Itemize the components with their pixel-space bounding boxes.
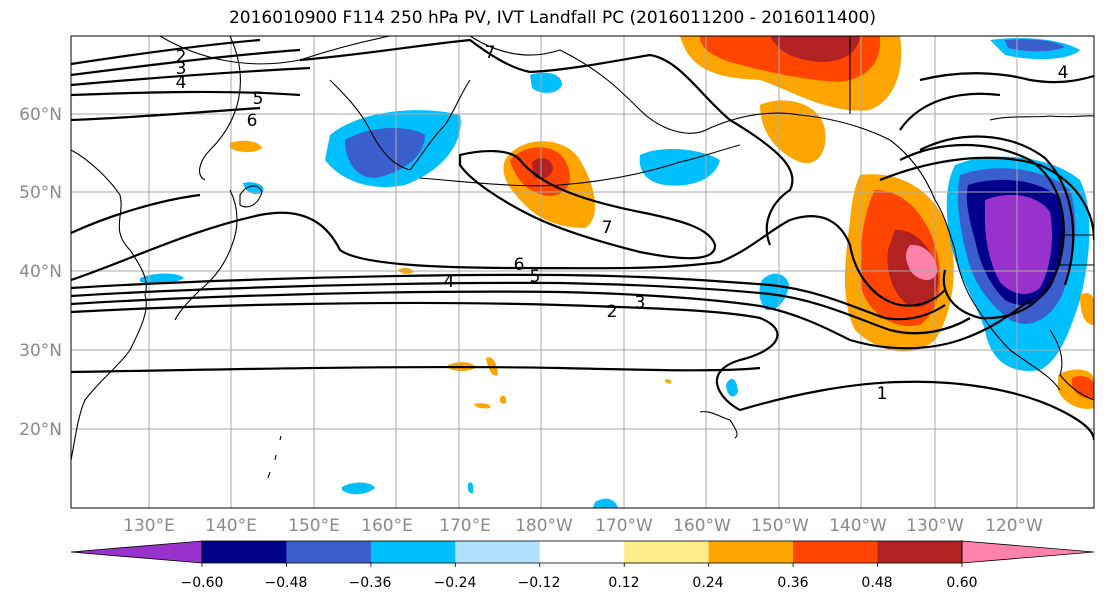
lon-label: 160°W xyxy=(673,516,731,536)
contour-label: 5 xyxy=(253,89,264,109)
colorbar-segment xyxy=(877,541,963,563)
shading-blob xyxy=(1005,39,1065,52)
colorbar xyxy=(70,540,1095,567)
shading-blob xyxy=(467,482,474,494)
colorbar-tick-label: 0.12 xyxy=(608,575,639,591)
contour-label: 4 xyxy=(1058,63,1069,83)
colorbar-segment xyxy=(370,541,456,563)
shading-blob xyxy=(665,379,672,384)
contour-label: 2 xyxy=(176,47,187,67)
lon-label: 160°E xyxy=(361,516,413,536)
shading-blob xyxy=(770,36,860,62)
contour-label: 7 xyxy=(602,218,613,238)
contour-label: 5 xyxy=(530,267,541,287)
contour-label: 3 xyxy=(176,59,187,79)
lon-label: 130°W xyxy=(906,516,964,536)
gridlines xyxy=(71,36,1094,508)
colorbar-tick-label: 0.48 xyxy=(861,575,892,591)
contour-label: 1 xyxy=(877,384,888,404)
colorbar-segment xyxy=(539,541,625,563)
latitude-labels: 60°N 50°N 40°N 30°N 20°N xyxy=(19,105,62,440)
lon-label: 170°W xyxy=(595,516,653,536)
contour-label: 4 xyxy=(444,272,455,292)
shading-blob xyxy=(726,378,738,397)
coastlines xyxy=(71,36,1094,479)
shading-blob xyxy=(342,482,375,495)
colorbar-segment xyxy=(455,541,541,563)
plot-frame xyxy=(70,35,1095,509)
colorbar-tick-label: −0.12 xyxy=(518,575,561,591)
colorbar-outline xyxy=(201,540,963,564)
lon-label: 150°E xyxy=(288,516,340,536)
shading-blob xyxy=(639,148,720,186)
colorbar-segment xyxy=(202,541,287,563)
lon-label: 180°W xyxy=(515,516,573,536)
lon-label: 140°W xyxy=(829,516,887,536)
contour-label: 4 xyxy=(176,73,187,93)
colorbar-extension-high xyxy=(961,540,1095,564)
colorbar-tick-label: −0.36 xyxy=(349,575,392,591)
lat-label: 50°N xyxy=(19,183,62,203)
colorbar-tick-label: 0.24 xyxy=(692,575,723,591)
lat-label: 20°N xyxy=(19,420,62,440)
shading-blob xyxy=(474,403,491,409)
shading-blob xyxy=(243,182,264,194)
colorbar-tick-label: 0.36 xyxy=(777,575,808,591)
contour-label: 6 xyxy=(514,255,525,275)
shading-blob xyxy=(532,158,553,179)
shading-blob xyxy=(499,395,507,404)
lat-label: 40°N xyxy=(19,262,62,282)
lon-label: 120°W xyxy=(985,516,1043,536)
shading-blob xyxy=(593,498,618,508)
pv-contours xyxy=(71,38,1094,441)
colorbar-tick-label: −0.24 xyxy=(434,575,477,591)
shading-blob xyxy=(1080,293,1094,325)
colorbar-tick-label: 0.60 xyxy=(946,575,977,591)
shading-blob xyxy=(985,194,1052,294)
contour-label: 7 xyxy=(485,43,496,63)
colorbar-segment xyxy=(793,541,879,563)
colorbar-segment xyxy=(708,541,794,563)
lat-label: 60°N xyxy=(19,105,62,125)
shading-blob xyxy=(140,273,184,284)
lon-label: 130°E xyxy=(123,516,175,536)
contour-label-group: 2 3 4 5 6 7 6 5 4 3 2 7 1 4 xyxy=(176,43,1069,404)
colorbar-ticks: −0.60 −0.48 −0.36 −0.24 −0.12 0.12 0.24 … xyxy=(181,575,978,591)
colorbar-tick-label: −0.48 xyxy=(265,575,308,591)
shading-blob xyxy=(1072,375,1094,399)
lon-label: 150°W xyxy=(751,516,809,536)
colorbar-tick-label: −0.60 xyxy=(181,575,224,591)
map-title: 2016010900 F114 250 hPa PV, IVT Landfall… xyxy=(228,8,876,28)
colorbar-segment xyxy=(286,541,372,563)
contour-label: 3 xyxy=(635,293,646,313)
shading-blob xyxy=(230,140,262,153)
lat-label: 30°N xyxy=(19,341,62,361)
contour-label: 2 xyxy=(607,302,618,322)
contour-label: 6 xyxy=(247,111,258,131)
lon-label: 140°E xyxy=(205,516,257,536)
shading-blob xyxy=(530,72,562,93)
longitude-labels: 130°E 140°E 150°E 160°E 170°E 180°W 170°… xyxy=(123,516,1043,536)
lon-label: 170°E xyxy=(439,516,491,536)
colorbar-extension-low xyxy=(70,540,203,564)
shading-blob xyxy=(759,273,789,311)
colorbar-segment xyxy=(624,541,710,563)
